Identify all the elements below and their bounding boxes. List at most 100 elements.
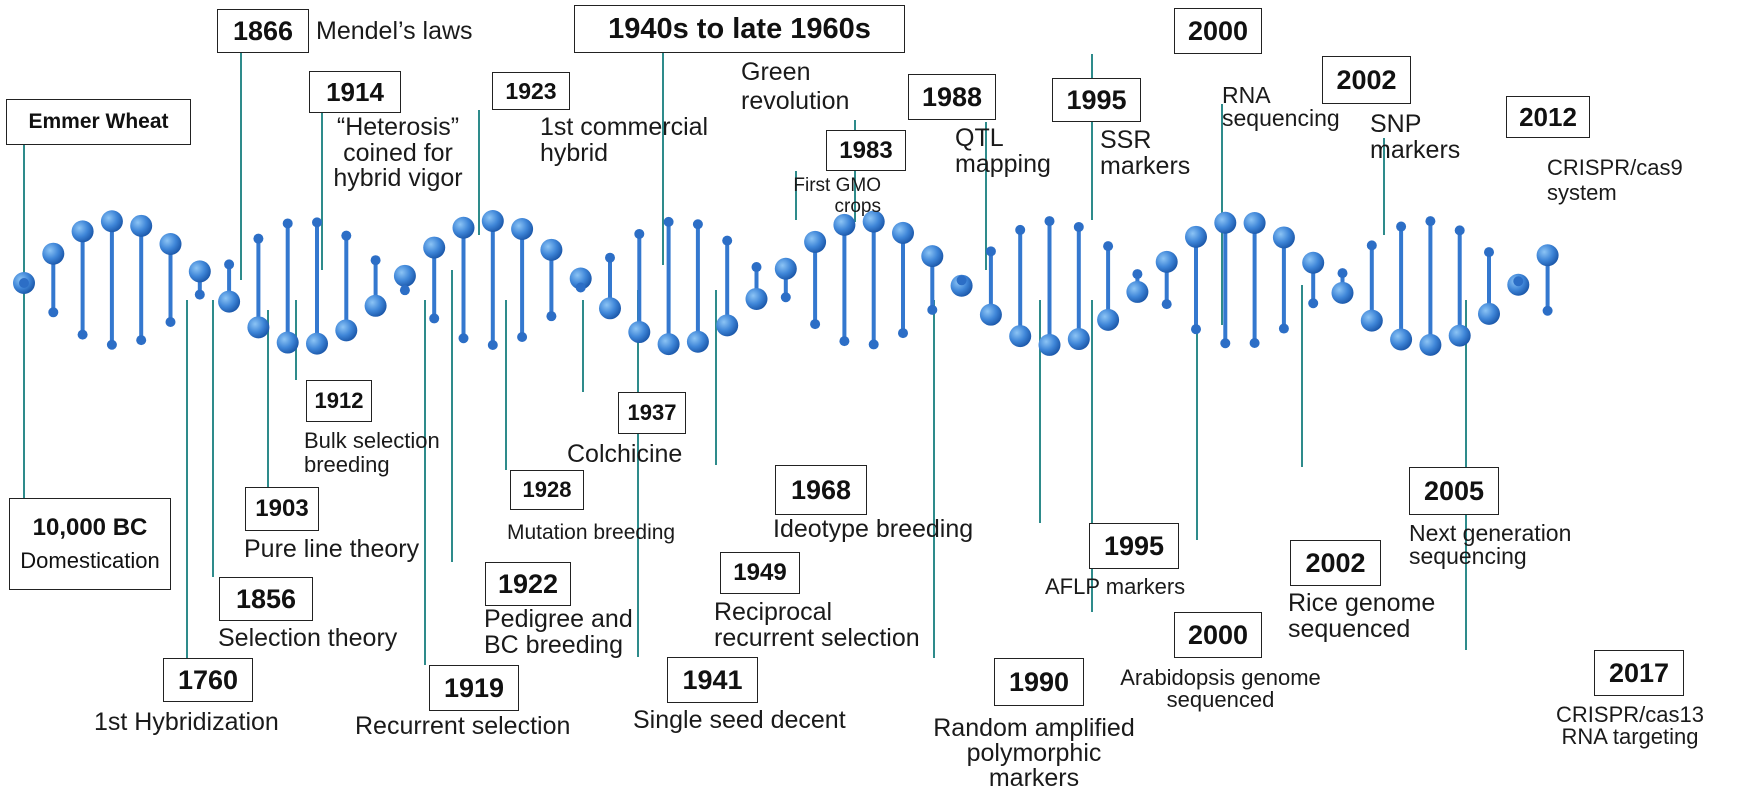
year-1919-desc: Recurrent selection xyxy=(355,712,571,740)
helix-bead-small xyxy=(1484,247,1494,258)
helix-bead xyxy=(599,297,621,320)
helix-bead-small xyxy=(370,255,381,266)
helix-bead-small xyxy=(48,307,59,318)
helix-bead xyxy=(686,330,709,353)
helix-bead xyxy=(1478,302,1500,325)
year-1914-box: 1914 xyxy=(309,71,401,113)
year-1922-desc: Pedigree and BC breeding xyxy=(484,605,633,659)
year-1922-desc-line1: Pedigree and xyxy=(484,605,633,633)
helix-bead xyxy=(1097,308,1120,331)
helix-bead-small xyxy=(429,313,440,324)
year-1995-ssr-desc-line1: SSR xyxy=(1100,126,1152,154)
helix-bead xyxy=(921,245,944,268)
year-1949-box: 1949 xyxy=(720,552,800,594)
year-1922-box: 1922 xyxy=(485,562,571,606)
helix-bead-small xyxy=(692,219,703,230)
helix-bead xyxy=(628,321,651,344)
helix-bead-small xyxy=(1513,276,1524,287)
year-1990-desc: Random amplified polymorphic markers xyxy=(914,716,1154,791)
helix-bead-small xyxy=(1191,324,1201,335)
helix-bead xyxy=(188,260,211,283)
year-1903-box: 1903 xyxy=(245,487,319,531)
helix-bead-small xyxy=(517,331,528,342)
helix-bead xyxy=(862,210,885,233)
year-1912-box: 1912 xyxy=(306,380,372,422)
helix-bead-small xyxy=(1366,240,1377,251)
helix-bead xyxy=(657,333,680,356)
helix-bead xyxy=(130,214,153,237)
helix-bead xyxy=(950,274,973,297)
helix-bead-small xyxy=(839,336,850,347)
year-1941-desc: Single seed decent xyxy=(633,706,846,734)
helix-bead xyxy=(511,218,534,241)
helix-bead-small xyxy=(19,278,29,288)
helix-bead xyxy=(1331,281,1354,304)
helix-bead-small xyxy=(1015,224,1026,235)
year-1995-ssr-desc: SSR markers xyxy=(1100,126,1191,180)
year-1995-ssr-desc-line2: markers xyxy=(1100,151,1191,180)
year-1928-box: 1928 xyxy=(510,470,584,510)
year-1990-box: 1990 xyxy=(994,658,1084,706)
helix-bead xyxy=(423,236,446,259)
helix-bead xyxy=(892,221,914,244)
year-2000-rna-box: 2000 xyxy=(1174,8,1262,54)
helix-bead-small xyxy=(575,282,586,293)
helix-bead-small xyxy=(1542,305,1553,316)
helix-bead xyxy=(540,238,563,261)
helix-bead xyxy=(804,230,827,253)
helix-bead xyxy=(481,210,504,233)
year-1866-box: 1866 xyxy=(217,9,309,53)
year-2000-rna-desc-line2: sequencing xyxy=(1222,105,1340,132)
year-1922-desc-line2: BC breeding xyxy=(484,630,623,659)
helix-bead-small xyxy=(1073,221,1084,232)
helix-bead-small xyxy=(1220,338,1231,349)
year-2000-rna-desc: RNA sequencing xyxy=(1222,83,1340,132)
year-1914-desc: “Heterosis” coined for hybrid vigor xyxy=(323,114,473,192)
helix-bead xyxy=(1038,333,1061,356)
year-1912-desc-line2: breeding xyxy=(304,451,390,477)
helix-bead-small xyxy=(458,333,469,344)
helix-rods xyxy=(13,210,1559,356)
year-1983-box: 1983 xyxy=(826,130,906,171)
helix-bead xyxy=(1067,328,1090,351)
year-1937-desc: Colchicine xyxy=(567,440,683,468)
year-2002-rice-desc-line2: sequenced xyxy=(1288,614,1411,643)
helix-bead-small xyxy=(224,259,235,270)
helix-bead xyxy=(100,210,123,233)
helix-bead-small xyxy=(927,304,938,315)
helix-bead-small xyxy=(1103,241,1114,252)
year-1983-desc-line1: First GMO xyxy=(793,175,881,196)
year-2000-arabidopsis-desc: Arabidopsis genome sequenced xyxy=(1103,666,1338,713)
helix-bead-small xyxy=(165,317,176,328)
helix-bead-small xyxy=(1308,298,1319,309)
helix-bead xyxy=(452,216,475,239)
helix-bead xyxy=(1155,250,1178,273)
year-2000-arabidopsis-desc-line2: sequenced xyxy=(1166,687,1275,713)
helix-bead-small xyxy=(663,216,674,227)
year-1983-desc: First GMO crops xyxy=(764,175,881,218)
year-2012-box: 2012 xyxy=(1506,96,1590,138)
year-1923-desc: 1st commercial hybrid xyxy=(540,114,708,166)
helix-bead xyxy=(42,242,65,265)
year-2012-desc-line2: system xyxy=(1547,180,1617,206)
helix-bead-small xyxy=(312,217,322,228)
helix-bead-small xyxy=(898,328,908,339)
year-1912-desc-line1: Bulk selection xyxy=(304,428,440,453)
year-1949-desc: Reciprocal recurrent selection xyxy=(714,599,920,651)
year-2017-desc-line2: RNA targeting xyxy=(1561,724,1699,750)
helix-bead xyxy=(276,331,299,354)
year-2002-rice-desc: Rice genome sequenced xyxy=(1288,590,1435,643)
helix-bead-small xyxy=(751,262,762,273)
helix-bead xyxy=(1009,325,1032,348)
helix-bead xyxy=(1214,211,1237,234)
helix-bead xyxy=(1360,309,1383,332)
year-2017-desc: CRISPR/cas13 RNA targeting xyxy=(1555,703,1705,750)
year-2005-box: 2005 xyxy=(1409,467,1499,515)
helix-bead-small xyxy=(1425,216,1436,227)
year-2002-snp-desc: SNP markers xyxy=(1370,111,1460,163)
year-2002-rice-box: 2002 xyxy=(1290,540,1381,586)
helix-bead-small xyxy=(634,228,645,239)
year-2005-desc-line2: sequencing xyxy=(1409,543,1527,570)
